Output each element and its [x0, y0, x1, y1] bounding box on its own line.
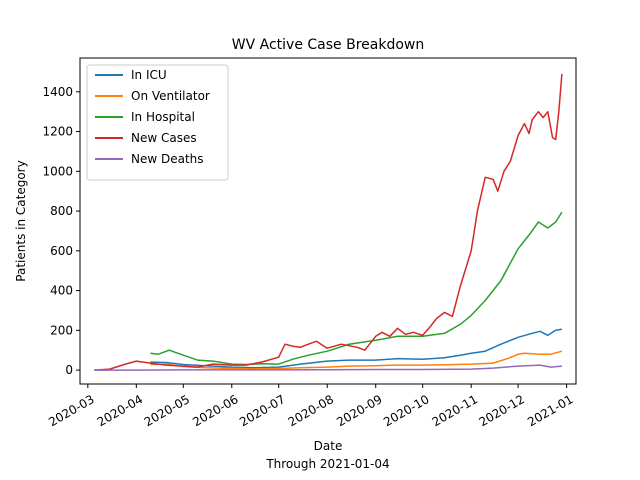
legend-label: On Ventilator	[131, 89, 210, 103]
x-tick-label: 2020-05	[142, 392, 192, 429]
y-tick-label: 0	[65, 363, 73, 377]
legend-label: New Deaths	[131, 152, 204, 166]
x-tick-label: 2020-12	[477, 392, 527, 429]
x-tick-label: 2020-03	[46, 392, 96, 429]
x-axis: 2020-032020-042020-052020-062020-072020-…	[46, 384, 576, 429]
x-axis-sublabel: Through 2021-01-04	[265, 457, 389, 471]
y-axis: 0 200 400 600 800 1000 1200 1400	[42, 85, 80, 377]
x-tick-label: 2020-09	[334, 392, 384, 429]
series-line-4	[94, 364, 562, 371]
y-tick-label: 1200	[42, 125, 73, 139]
x-tick-label: 2020-08	[286, 392, 336, 429]
y-tick-label: 400	[50, 284, 73, 298]
x-tick-label: 2020-10	[381, 392, 431, 429]
legend: In ICU On Ventilator In Hospital New Cases N…	[86, 64, 229, 181]
legend-box	[86, 64, 229, 181]
axes-frame	[79, 57, 577, 385]
y-tick-label: 1400	[42, 85, 73, 99]
legend-label: In Hospital	[131, 110, 195, 124]
x-tick-label: 2020-04	[95, 392, 145, 429]
series-line-3	[94, 73, 563, 371]
legend-label: New Cases	[131, 131, 197, 145]
series-line-1	[150, 350, 563, 370]
x-axis-label: Date	[314, 439, 343, 453]
series-line-0	[150, 328, 563, 369]
legend-label: In ICU	[131, 68, 167, 82]
y-tick-label: 1000	[42, 164, 73, 178]
y-tick-label: 600	[50, 244, 73, 258]
series-line-2	[150, 211, 563, 366]
chart-title: WV Active Case Breakdown	[232, 37, 424, 53]
x-tick-label: 2021-01	[525, 392, 575, 429]
y-tick-label: 200	[50, 323, 73, 337]
x-tick-label: 2020-06	[190, 392, 240, 429]
x-tick-label: 2020-07	[237, 392, 287, 429]
y-axis-label: Patients in Category	[14, 160, 28, 281]
y-tick-label: 800	[50, 204, 73, 218]
plot-area	[94, 73, 563, 371]
x-tick-label: 2020-11	[430, 392, 480, 429]
